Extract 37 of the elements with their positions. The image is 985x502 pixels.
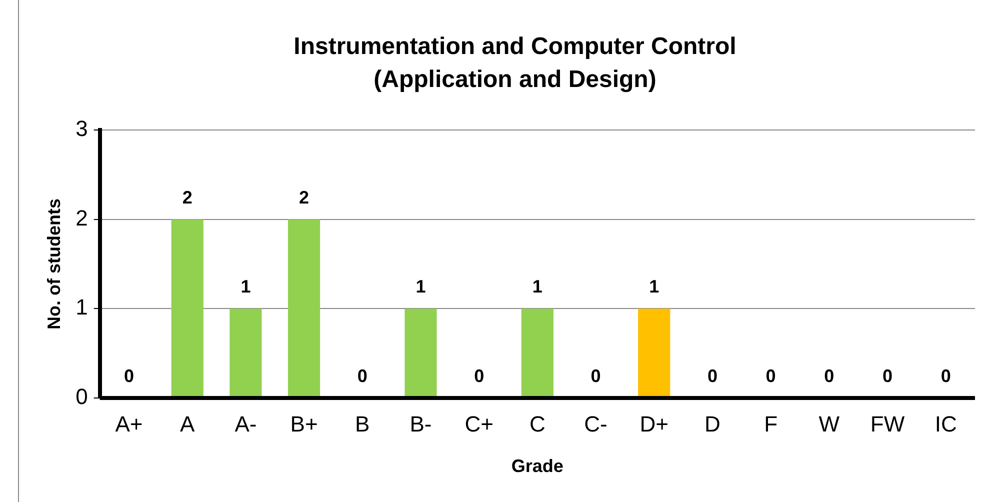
data-label: 0 (940, 366, 951, 386)
data-label: 0 (882, 366, 892, 386)
data-label: 1 (240, 276, 251, 297)
x-tick-label: D+ (640, 411, 668, 436)
data-label: 1 (416, 276, 426, 297)
x-axis-title: Grade (511, 456, 564, 476)
x-tick-label: A (180, 411, 196, 436)
x-tick-label: C+ (464, 411, 494, 436)
x-tick-label: C- (584, 411, 608, 436)
x-tick-label: W (818, 411, 840, 436)
x-tick-label: B (355, 411, 370, 436)
data-label: 0 (590, 366, 601, 386)
data-label: 1 (532, 276, 542, 297)
x-tick-label: D (704, 411, 720, 436)
y-tick-label: 2 (76, 205, 88, 230)
data-label: 0 (474, 366, 484, 386)
data-label: 2 (182, 187, 192, 208)
chart-title: Instrumentation and Computer Control (Application and Design) (292, 32, 738, 95)
data-label: 0 (357, 366, 368, 386)
x-tick-label: A- (234, 411, 257, 436)
y-axis-title: No. of students (44, 198, 64, 330)
data-label: 0 (124, 366, 134, 386)
x-tick-label: B- (410, 411, 432, 436)
data-label: 0 (824, 366, 834, 386)
y-tick-label: 1 (76, 294, 88, 320)
x-tick-label: F (764, 411, 778, 436)
data-label: 1 (649, 276, 660, 297)
x-tick-label: A+ (115, 411, 143, 436)
y-tick-label: 3 (76, 116, 88, 142)
data-label: 2 (299, 187, 310, 208)
y-tick-label: 0 (76, 384, 88, 410)
x-tick-label: FW (870, 411, 905, 436)
data-label: 0 (766, 366, 776, 386)
x-tick-label: IC (934, 411, 957, 436)
x-tick-label: C (529, 411, 546, 436)
x-tick-label: B+ (290, 411, 318, 436)
data-label: 0 (707, 366, 718, 386)
